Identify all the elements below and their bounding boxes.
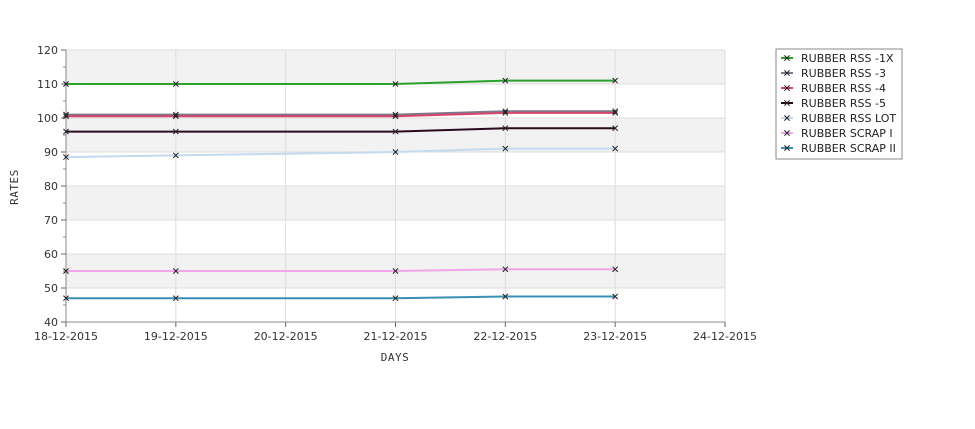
x-tick-label: 19-12-2015 bbox=[144, 330, 208, 343]
legend-label: RUBBER SCRAP I bbox=[801, 127, 893, 140]
data-point-marker bbox=[172, 128, 179, 135]
data-point-marker bbox=[502, 77, 509, 84]
data-point-marker bbox=[612, 108, 619, 115]
y-tick-label: 100 bbox=[37, 112, 58, 125]
data-point-marker bbox=[63, 295, 69, 302]
y-axis-title: RATES bbox=[8, 169, 21, 205]
data-point-marker bbox=[612, 145, 619, 152]
x-tick-label: 18-12-2015 bbox=[34, 330, 98, 343]
x-tick-label: 24-12-2015 bbox=[693, 330, 757, 343]
data-point-marker bbox=[172, 111, 179, 118]
data-point-marker bbox=[63, 154, 69, 161]
data-point-marker bbox=[502, 108, 509, 115]
legend-marker bbox=[784, 145, 790, 151]
legend-label: RUBBER RSS -4 bbox=[801, 82, 886, 95]
data-point-marker bbox=[392, 149, 399, 155]
data-point-marker bbox=[392, 113, 399, 120]
data-point-marker bbox=[172, 81, 179, 87]
legend: RUBBER RSS -1X RUBBER RSS -3 RUBBER RSS -4… bbox=[775, 48, 903, 160]
data-point-marker bbox=[63, 111, 69, 118]
data-point-marker bbox=[63, 268, 69, 274]
data-point-marker bbox=[172, 295, 179, 302]
data-point-marker bbox=[63, 113, 69, 120]
data-point-marker bbox=[392, 128, 399, 135]
data-point-marker bbox=[63, 128, 69, 135]
data-point-marker bbox=[392, 295, 399, 302]
x-tick-label: 21-12-2015 bbox=[364, 330, 428, 343]
x-tick-label: 22-12-2015 bbox=[473, 330, 537, 343]
legend-label: RUBBER RSS -1X bbox=[801, 52, 894, 65]
y-tick-label: 40 bbox=[44, 316, 58, 329]
series-markers bbox=[63, 77, 619, 302]
data-point-marker bbox=[502, 125, 509, 132]
y-tick-label: 120 bbox=[37, 44, 58, 57]
legend-marker bbox=[784, 55, 790, 61]
y-tick-label: 60 bbox=[44, 248, 58, 261]
legend-label: RUBBER RSS -3 bbox=[801, 67, 886, 80]
data-point-marker bbox=[502, 145, 509, 152]
data-point-marker bbox=[172, 113, 179, 120]
legend-label: RUBBER RSS LOT bbox=[801, 112, 896, 125]
legend-label: RUBBER SCRAP II bbox=[801, 142, 896, 155]
data-point-marker bbox=[172, 268, 179, 274]
legend-marker bbox=[784, 115, 790, 121]
legend-marker bbox=[784, 85, 790, 91]
y-tick-label: 70 bbox=[44, 214, 58, 227]
data-point-marker bbox=[502, 293, 509, 300]
legend-box bbox=[775, 48, 903, 160]
x-axis-title: DAYS bbox=[381, 351, 410, 364]
legend-marker bbox=[784, 70, 790, 76]
x-tick-label: 20-12-2015 bbox=[254, 330, 318, 343]
data-point-marker bbox=[612, 293, 619, 300]
x-tick-label: 23-12-2015 bbox=[583, 330, 647, 343]
data-point-marker bbox=[502, 109, 509, 116]
data-point-marker bbox=[612, 266, 619, 273]
data-point-marker bbox=[502, 266, 509, 273]
y-tick-label: 80 bbox=[44, 180, 58, 193]
data-point-marker bbox=[63, 81, 69, 87]
axes: 40 50 60 70 80 90 100 110 120 18-12-2015 19-12-201… bbox=[34, 44, 757, 343]
data-point-marker bbox=[612, 77, 619, 84]
data-point-marker bbox=[392, 81, 399, 87]
data-point-marker bbox=[172, 152, 179, 159]
data-point-marker bbox=[392, 111, 399, 118]
y-tick-label: 110 bbox=[37, 78, 58, 91]
data-point-marker bbox=[612, 125, 619, 132]
y-tick-label: 50 bbox=[44, 282, 58, 295]
data-point-marker bbox=[612, 109, 619, 116]
y-tick-label: 90 bbox=[44, 146, 58, 159]
legend-label: RUBBER RSS -5 bbox=[801, 97, 886, 110]
legend-marker bbox=[784, 130, 790, 136]
data-point-marker bbox=[392, 268, 399, 274]
legend-marker bbox=[784, 100, 790, 106]
